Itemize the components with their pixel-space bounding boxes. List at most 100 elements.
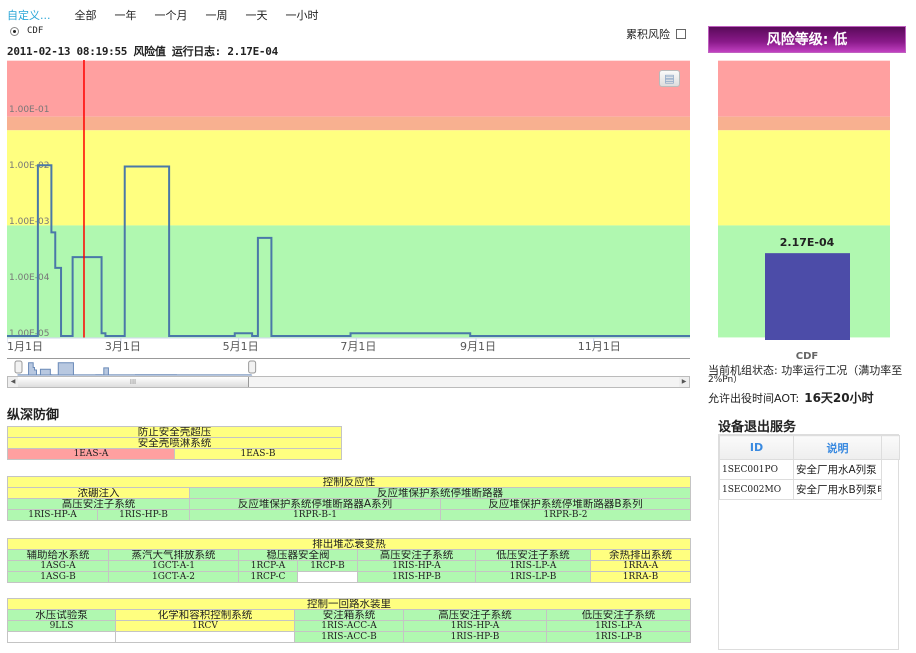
system-cell: 反应堆保护系统停堆断路器B系列: [440, 498, 691, 510]
cdf-radio-label: CDF: [27, 26, 44, 36]
system-train-cell[interactable]: 1RIS-HP-B: [97, 509, 190, 521]
filter-day[interactable]: 一天: [245, 9, 268, 22]
table-row: 1ASG-B 1GCT-A-2 1RCP-C 1RIS-HP-B 1RIS-LP-B 1R…: [7, 571, 692, 583]
navigator[interactable]: [7, 358, 690, 376]
system-train-cell[interactable]: 1GCT-A-2: [108, 571, 239, 583]
filter-week[interactable]: 一周: [205, 9, 228, 22]
system-train-cell[interactable]: 1RIS-HP-A: [7, 509, 98, 521]
table-row[interactable]: 1SEC002MO 安全厂用水B列泵电: [719, 479, 900, 500]
system-cell: [7, 631, 116, 643]
system-cell: 浓硼注入: [7, 487, 190, 499]
x-tick-label: 3月1日: [105, 340, 141, 353]
filter-year[interactable]: 一年: [114, 9, 137, 22]
scroll-left-icon[interactable]: ◀: [8, 377, 18, 387]
system-cell: [115, 631, 295, 643]
cdf-series-line: [7, 164, 690, 337]
cdf-bar-label: 2.17E-04: [780, 236, 835, 249]
system-train-cell[interactable]: 1RIS-LP-B: [546, 631, 691, 643]
band-red: [7, 60, 690, 117]
system-cell: 安全壳喷淋系统: [7, 437, 342, 449]
system-train-cell[interactable]: 1RCV: [115, 620, 295, 632]
system-train-cell[interactable]: 1RCP-C: [238, 571, 298, 583]
system-train-cell[interactable]: 1RRA-B: [589, 571, 692, 583]
system-train-cell[interactable]: 1ASG-B: [7, 571, 109, 583]
filter-custom[interactable]: 自定义...: [7, 9, 51, 22]
filter-all[interactable]: 全部: [74, 9, 97, 22]
unit-state-line2: 2%Pn）: [708, 375, 743, 385]
filter-hour[interactable]: 一小时: [285, 9, 319, 22]
x-tick-label: 5月1日: [223, 340, 259, 353]
navigator-handle[interactable]: [14, 360, 23, 374]
y-tick-label: 1.00E-05: [9, 329, 49, 339]
system-cell: 低压安注子系统: [475, 549, 591, 561]
system-train-cell[interactable]: 1RIS-LP-A: [546, 620, 691, 632]
cdf-bar: [765, 253, 850, 340]
system-train-cell[interactable]: 1RIS-HP-B: [403, 631, 547, 643]
system-cell: 控制反应性: [7, 476, 691, 488]
y-tick-label: 1.00E-01: [9, 105, 49, 115]
bar-band-salmon: [718, 116, 890, 131]
band-salmon: [7, 116, 690, 131]
system-cell: 蒸汽大气排放系统: [108, 549, 239, 561]
system-train-cell[interactable]: 1RIS-ACC-B: [294, 631, 404, 643]
system-train-cell[interactable]: 1RIS-HP-A: [357, 560, 476, 572]
scrollbar-thumb[interactable]: III: [18, 377, 249, 387]
system-cell: 水压试验泵: [7, 609, 116, 621]
range-filter-bar: 自定义... 全部 一年 一个月 一周 一天 一小时: [7, 7, 337, 23]
system-cell: 防止安全壳超压: [7, 426, 342, 438]
defense-table: 控制一回路水装里 水压试验泵 化学和容积控制系统 安注箱系统 高压安注子系统 低压安注子系…: [7, 598, 691, 643]
print-button[interactable]: ▤: [659, 70, 680, 87]
system-cell: 反应堆保护系统停堆断路器A系列: [189, 498, 441, 510]
y-tick-label: 1.00E-02: [9, 161, 49, 171]
equipment-table: ID 说明 1SEC001PO 安全厂用水A列泵 1SEC002MO 安全厂用水…: [718, 434, 900, 650]
column-header-id[interactable]: ID: [719, 435, 794, 460]
defense-table: 防止安全壳超压 安全壳喷淋系统 1EAS-A 1EAS-B: [7, 426, 342, 460]
y-tick-label: 1.00E-04: [9, 273, 50, 283]
band-yellow: [7, 130, 690, 226]
cdf-bar-category: CDF: [796, 351, 818, 362]
system-train-cell[interactable]: 1RIS-LP-A: [475, 560, 591, 572]
system-train-cell[interactable]: 1RIS-LP-B: [475, 571, 591, 583]
table-header-row: ID 说明: [719, 435, 900, 460]
system-train-cell[interactable]: 1EAS-B: [174, 448, 342, 460]
system-train-cell[interactable]: 1RCP-A: [238, 560, 298, 572]
system-train-cell[interactable]: 1RCP-B: [297, 560, 358, 572]
cumulative-risk-checkbox[interactable]: [676, 29, 686, 39]
table-row: 1RIS-HP-A 1RIS-HP-B 1RPR-B-1 1RPR-B-2: [7, 509, 691, 521]
system-cell: 低压安注子系统: [546, 609, 691, 621]
cumulative-risk-toggle[interactable]: 累积风险: [626, 26, 686, 42]
system-cell: 反应堆保护系统停堆断路器: [189, 487, 691, 499]
system-train-cell[interactable]: 1RIS-HP-B: [357, 571, 476, 583]
table-row: 防止安全壳超压: [7, 426, 342, 438]
defense-table: 控制反应性 浓硼注入 反应堆保护系统停堆断路器 高压安注子系统 反应堆保护系统停堆断路器…: [7, 476, 691, 521]
table-row: 排出堆芯衰变热: [6, 538, 692, 550]
system-train-cell[interactable]: 1EAS-A: [7, 448, 175, 460]
radio-selected-icon[interactable]: [10, 26, 19, 36]
column-header-desc[interactable]: 说明: [793, 435, 882, 460]
system-train-cell[interactable]: 1RRA-A: [589, 560, 692, 572]
system-train-cell[interactable]: 1GCT-A-1: [108, 560, 239, 572]
horizontal-scrollbar[interactable]: ◀ III ▶: [7, 376, 690, 388]
table-row: 控制一回路水装里: [7, 598, 691, 610]
system-train-cell[interactable]: 9LLS: [7, 620, 116, 632]
equipment-desc: 安全厂用水A列泵: [793, 459, 882, 480]
navigator-handle[interactable]: [248, 360, 257, 374]
system-train-cell[interactable]: 1ASG-A: [7, 560, 109, 572]
system-train-cell[interactable]: 1RPR-B-2: [440, 509, 691, 521]
column-header-extra: [881, 435, 900, 460]
filter-month[interactable]: 一个月: [154, 9, 188, 22]
table-row: 1EAS-A 1EAS-B: [7, 448, 342, 460]
table-row: 1RIS-ACC-B 1RIS-HP-B 1RIS-LP-B: [7, 631, 691, 643]
system-train-cell[interactable]: 1RIS-ACC-A: [294, 620, 404, 632]
risk-level-header: 风险等级: 低: [708, 26, 906, 53]
cdf-radio[interactable]: CDF: [10, 26, 43, 36]
system-train-cell[interactable]: 1RIS-HP-A: [403, 620, 547, 632]
scroll-right-icon[interactable]: ▶: [679, 377, 689, 387]
system-train-cell[interactable]: 1RPR-B-1: [189, 509, 441, 521]
table-row: 浓硼注入 反应堆保护系统停堆断路器: [7, 487, 691, 499]
x-tick-label: 11月1日: [578, 340, 621, 353]
table-row: 安全壳喷淋系统: [7, 437, 342, 449]
table-row[interactable]: 1SEC001PO 安全厂用水A列泵: [719, 459, 900, 480]
table-row: 高压安注子系统 反应堆保护系统停堆断路器A系列 反应堆保护系统停堆断路器B系列: [7, 498, 691, 510]
navigator-mask: [251, 359, 690, 375]
